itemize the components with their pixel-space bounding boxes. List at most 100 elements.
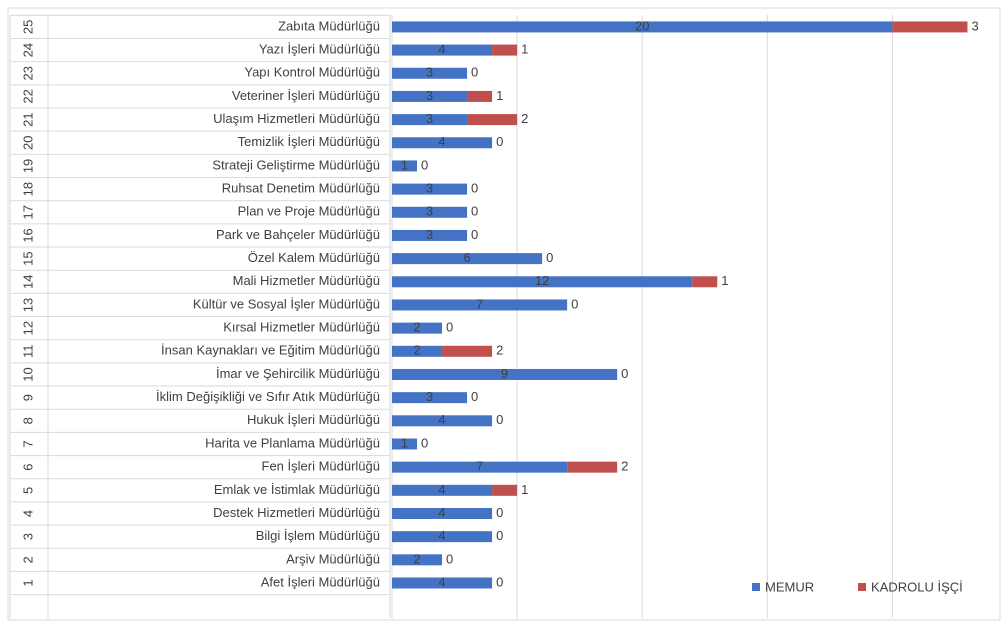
value-label: 3 — [426, 65, 433, 80]
bar — [392, 67, 468, 79]
y-tick-label: Temizlik İşleri Müdürlüğü — [238, 134, 380, 149]
y-tick-label: Veteriner İşleri Müdürlüğü — [232, 88, 380, 103]
bar — [392, 484, 493, 496]
value-label: 4 — [438, 482, 445, 497]
value-label: 0 — [621, 366, 628, 381]
bar — [492, 484, 518, 496]
y-tick-label: Zabıta Müdürlüğü — [278, 18, 380, 33]
legend-label: MEMUR — [765, 579, 814, 594]
y-tick-label: Ruhsat Denetim Müdürlüğü — [222, 181, 380, 196]
bar — [392, 554, 443, 566]
value-label: 1 — [401, 435, 408, 450]
row-number: 1 — [20, 579, 35, 586]
frame — [7, 7, 1001, 621]
value-label: 4 — [438, 134, 445, 149]
value-label: 4 — [438, 574, 445, 589]
row-number: 23 — [20, 66, 35, 80]
value-label: 4 — [438, 528, 445, 543]
row-number: 21 — [20, 112, 35, 126]
value-label: 4 — [438, 412, 445, 427]
row-number: 9 — [20, 394, 35, 401]
value-label: 1 — [521, 42, 528, 57]
value-label: 3 — [426, 227, 433, 242]
value-label: 0 — [471, 65, 478, 80]
value-label: 0 — [496, 134, 503, 149]
value-label: 12 — [535, 273, 549, 288]
bar — [392, 577, 493, 589]
row-number: 15 — [20, 251, 35, 265]
row-number: 14 — [20, 275, 35, 289]
y-tick-label: İnsan Kaynakları ve Eğitim Müdürlüğü — [161, 343, 380, 358]
y-tick-label: Kırsal Hizmetler Müdürlüğü — [223, 320, 380, 335]
bar — [392, 160, 418, 172]
row-number: 16 — [20, 228, 35, 242]
value-label: 2 — [496, 343, 503, 358]
row-number: 4 — [20, 510, 35, 517]
row-number: 3 — [20, 533, 35, 540]
bar — [392, 229, 468, 241]
y-tick-label: Ulaşım Hizmetleri Müdürlüğü — [213, 111, 380, 126]
bar — [392, 368, 618, 380]
bar — [442, 345, 493, 357]
value-label: 3 — [426, 204, 433, 219]
bar — [467, 114, 518, 126]
value-label: 0 — [571, 296, 578, 311]
legend-label: KADROLU İŞÇİ — [871, 579, 963, 594]
bar — [392, 322, 443, 334]
value-label: 3 — [426, 111, 433, 126]
value-label: 9 — [501, 366, 508, 381]
value-label: 0 — [496, 412, 503, 427]
value-label: 1 — [521, 482, 528, 497]
row-number: 19 — [20, 159, 35, 173]
value-label: 3 — [971, 18, 978, 33]
bar — [392, 90, 468, 102]
value-label: 0 — [546, 250, 553, 265]
bar — [392, 507, 493, 519]
y-tick-label: İmar ve Şehircilik Müdürlüğü — [216, 366, 380, 381]
y-tick-label: Fen İşleri Müdürlüğü — [262, 459, 381, 474]
bar — [392, 438, 418, 450]
row-number: 24 — [20, 43, 35, 57]
bar — [392, 21, 893, 33]
value-label: 7 — [476, 296, 483, 311]
bar — [892, 21, 968, 33]
value-label: 2 — [621, 459, 628, 474]
row-number: 20 — [20, 136, 35, 150]
bar — [392, 183, 468, 195]
row-number: 13 — [20, 298, 35, 312]
value-label: 0 — [496, 574, 503, 589]
y-tick-label: İklim Değişikliği ve Sıfır Atık Müdürlüğ… — [156, 389, 380, 404]
y-tick-label: Bilgi İşlem Müdürlüğü — [256, 528, 380, 543]
y-tick-label: Harita ve Planlama Müdürlüğü — [205, 435, 380, 450]
value-label: 3 — [426, 389, 433, 404]
y-tick-label: Afet İşleri Müdürlüğü — [261, 574, 380, 589]
value-label: 7 — [476, 459, 483, 474]
bar — [392, 137, 493, 149]
y-tick-label: Yapı Kontrol Müdürlüğü — [244, 65, 380, 80]
value-label: 0 — [421, 157, 428, 172]
legend-swatch — [858, 583, 866, 591]
row-number: 6 — [20, 464, 35, 471]
value-label: 0 — [446, 551, 453, 566]
value-label: 4 — [438, 505, 445, 520]
row-number: 12 — [20, 321, 35, 335]
row-number: 7 — [20, 440, 35, 447]
row-number: 2 — [20, 556, 35, 563]
bar — [567, 461, 618, 473]
y-tick-label: Mali Hizmetler Müdürlüğü — [233, 273, 380, 288]
bar — [392, 531, 493, 543]
row-number: 18 — [20, 182, 35, 196]
bar — [467, 90, 493, 102]
value-label: 1 — [721, 273, 728, 288]
value-label: 0 — [471, 204, 478, 219]
bar — [492, 44, 518, 56]
bar — [392, 206, 468, 218]
bar — [392, 253, 543, 265]
bar — [392, 461, 568, 473]
y-tick-label: Plan ve Proje Müdürlüğü — [238, 204, 380, 219]
value-label: 4 — [438, 42, 445, 57]
value-label: 0 — [496, 528, 503, 543]
value-label: 1 — [496, 88, 503, 103]
bar — [392, 345, 443, 357]
